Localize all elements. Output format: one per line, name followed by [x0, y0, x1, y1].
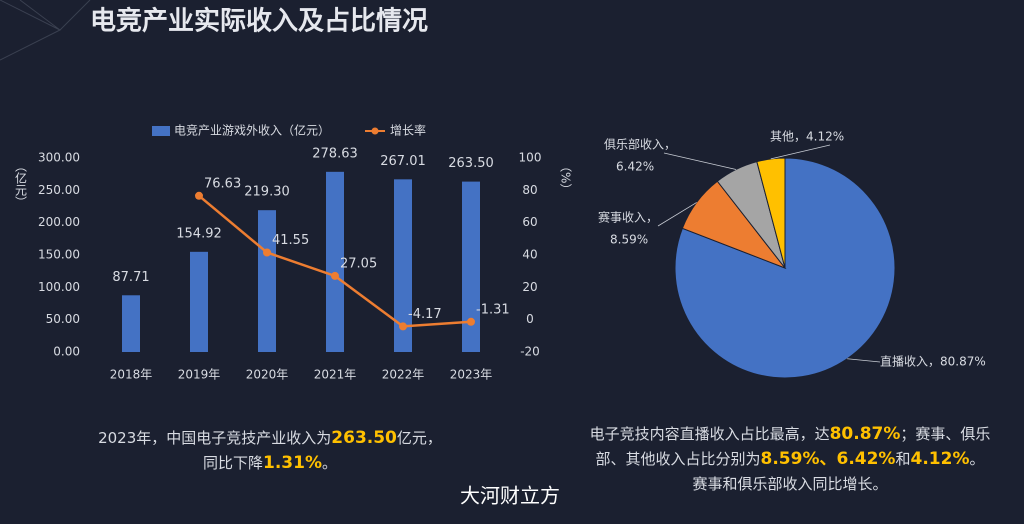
pie-label: 8.59%: [610, 233, 648, 247]
note-text: 。: [969, 450, 984, 468]
note-highlight: 1.31%: [263, 453, 322, 473]
growth-point: [331, 271, 339, 280]
growth-label: 27.05: [340, 256, 377, 271]
note-text: 同比下降: [203, 454, 263, 472]
leader-line: [770, 144, 831, 160]
y-tick-label: 200.00: [38, 215, 80, 229]
note-line: 部、其他收入占比分别为8.59%、6.42%和4.12%。: [596, 449, 985, 469]
x-tick-label: 2019年: [178, 368, 221, 382]
y2-tick-label: 0: [526, 312, 534, 326]
note-text: 部、其他收入占比分别为: [596, 450, 761, 468]
note-text: ；赛事、俱乐: [900, 425, 990, 443]
bar: [190, 251, 208, 352]
y-tick-label: 100.00: [38, 280, 80, 294]
x-tick-label: 2018年: [110, 368, 153, 382]
y-tick-label: 50.00: [46, 312, 80, 326]
y-tick-label: 250.00: [38, 183, 80, 197]
note-line: 电子竞技内容直播收入占比最高，达80.87%；赛事、俱乐: [590, 424, 991, 444]
note-highlight: 8.59%、6.42%: [761, 449, 896, 469]
note-line: 2023年，中国电子竞技产业收入为263.50亿元，: [98, 428, 442, 448]
note-highlight: 80.87%: [830, 424, 901, 444]
note-text: 赛事和俱乐部收入同比增长。: [692, 475, 887, 493]
decoration: [0, 0, 91, 61]
pie-label: 6.42%: [616, 160, 654, 174]
x-tick-label: 2022年: [382, 368, 425, 382]
bar-label: 278.63: [312, 146, 358, 161]
x-tick-label: 2023年: [450, 368, 493, 382]
legend-dot: [371, 127, 379, 135]
growth-point: [263, 248, 271, 257]
note-highlight: 263.50: [331, 428, 397, 448]
growth-point: [467, 317, 475, 326]
y-tick-label: 300.00: [38, 151, 80, 165]
leader-line: [847, 358, 881, 363]
pie-label: 其他，4.12%: [770, 130, 844, 144]
leader-line: [663, 152, 737, 170]
pie-label: 俱乐部收入，: [604, 137, 676, 152]
y2-tick-label: -20: [520, 345, 540, 359]
title: 电竞产业实际收入及占比情况: [90, 6, 428, 37]
legend-swatch: [152, 126, 170, 136]
pie-label: 赛事收入，: [598, 210, 658, 225]
bar: [122, 295, 140, 352]
x-tick-label: 2021年: [314, 368, 357, 382]
leader-line: [657, 202, 697, 227]
bar: [326, 171, 344, 352]
growth-label: -1.31: [476, 302, 510, 317]
growth-point: [195, 191, 203, 200]
note-text: 。: [322, 454, 337, 472]
bar: [462, 181, 480, 352]
note-line: 赛事和俱乐部收入同比增长。: [692, 475, 887, 493]
y-axis-label: （亿元）: [14, 160, 28, 208]
note-line: 同比下降1.31%。: [203, 453, 337, 473]
bar-label: 263.50: [448, 156, 494, 171]
growth-label: 76.63: [204, 176, 241, 191]
growth-label: -4.17: [408, 307, 442, 322]
bar: [394, 179, 412, 352]
bar-label: 154.92: [176, 226, 222, 241]
y-tick-label: 0.00: [53, 345, 80, 359]
note-text: 电子竞技内容直播收入占比最高，达: [590, 425, 830, 443]
y2-tick-label: 20: [522, 280, 537, 294]
pie-label: 直播收入，80.87%: [880, 355, 986, 369]
growth-label: 41.55: [272, 233, 309, 248]
watermark: 大河财立方: [460, 484, 560, 508]
note-text: 亿元，: [397, 429, 442, 447]
y-tick-label: 150.00: [38, 248, 80, 262]
y2-axis-label: （%）: [559, 160, 573, 195]
bar-label: 219.30: [244, 185, 290, 200]
y2-tick-label: 60: [522, 215, 537, 229]
y2-tick-label: 100: [519, 151, 542, 165]
bar: [258, 210, 276, 352]
growth-point: [399, 322, 407, 331]
x-tick-label: 2020年: [246, 368, 289, 382]
bar-label: 267.01: [380, 154, 426, 169]
y2-tick-label: 80: [522, 183, 537, 197]
bar-label: 87.71: [112, 270, 149, 285]
y2-tick-label: 40: [522, 248, 537, 262]
note-text: 和: [895, 450, 910, 468]
legend-label: 电竞产业游戏外收入（亿元）: [174, 123, 330, 138]
note-text: 2023年，中国电子竞技产业收入为: [98, 429, 331, 447]
legend-label: 增长率: [390, 123, 426, 138]
note-highlight: 4.12%: [911, 449, 970, 469]
